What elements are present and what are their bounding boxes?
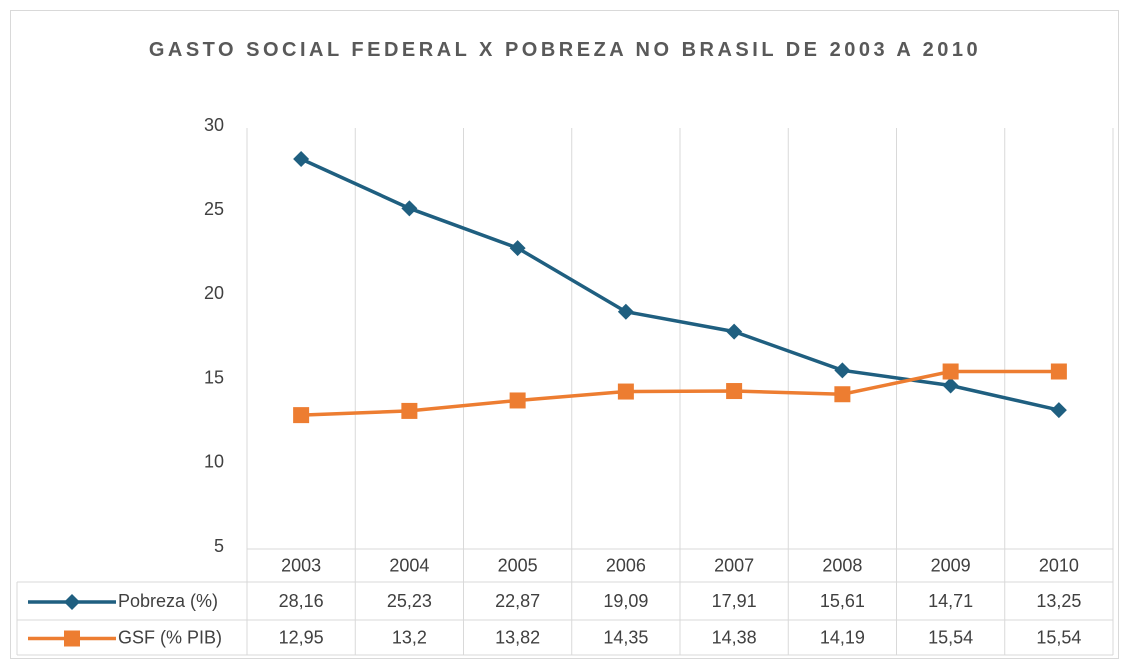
table-value: 25,23: [387, 591, 432, 611]
x-tick-label: 2010: [1039, 555, 1079, 575]
table-value: 17,91: [712, 591, 757, 611]
point-marker: [834, 362, 851, 379]
legend-marker: [64, 630, 80, 647]
x-tick-label: 2008: [822, 555, 862, 575]
series-line: [301, 369, 1059, 417]
point-marker: [617, 303, 634, 320]
y-tick-label: 20: [204, 283, 224, 303]
y-tick-label: 30: [204, 115, 224, 135]
table-value: 22,87: [495, 591, 540, 611]
table-value: 13,25: [1036, 591, 1081, 611]
legend-marker: [64, 594, 80, 610]
table-value: 15,54: [1036, 627, 1081, 647]
chart-title: GASTO SOCIAL FEDERAL X POBREZA NO BRASIL…: [148, 39, 982, 61]
chart-border: [10, 10, 1119, 659]
y-tick-label: 10: [204, 452, 224, 472]
table-value: 14,38: [712, 627, 757, 647]
table-value: 15,61: [820, 591, 865, 611]
point-marker: [1050, 402, 1067, 419]
point-marker: [509, 392, 526, 409]
table-value: 13,82: [495, 627, 540, 647]
table-value: 12,95: [279, 627, 324, 647]
x-tick-label: 2003: [281, 555, 321, 575]
legend-label: GSF (% PIB): [118, 627, 222, 647]
x-tick-label: 2007: [714, 555, 754, 575]
point-marker: [726, 383, 743, 400]
point-marker: [942, 377, 959, 394]
table-value: 14,71: [928, 591, 973, 611]
point-marker: [726, 323, 743, 340]
point-marker: [401, 200, 418, 217]
x-tick-label: 2006: [606, 555, 646, 575]
legend-label: Pobreza (%): [118, 591, 218, 611]
point-marker: [401, 402, 418, 419]
table-value: 13,2: [392, 627, 427, 647]
point-marker: [293, 150, 310, 167]
point-marker: [942, 363, 959, 380]
x-tick-label: 2005: [498, 555, 538, 575]
x-tick-label: 2009: [931, 555, 971, 575]
series-line: [300, 157, 1060, 412]
y-tick-label: 5: [214, 536, 224, 556]
point-marker: [293, 407, 310, 424]
table-value: 14,19: [820, 627, 865, 647]
point-marker: [1050, 363, 1067, 380]
y-tick-label: 25: [204, 199, 224, 219]
table-value: 15,54: [928, 627, 973, 647]
point-marker: [509, 240, 526, 257]
table-value: 28,16: [279, 591, 324, 611]
point-marker: [617, 383, 634, 400]
table-value: 14,35: [603, 627, 648, 647]
point-marker: [834, 386, 851, 403]
table-value: 19,09: [603, 591, 648, 611]
y-tick-label: 15: [204, 367, 224, 387]
x-tick-label: 2004: [389, 555, 429, 575]
